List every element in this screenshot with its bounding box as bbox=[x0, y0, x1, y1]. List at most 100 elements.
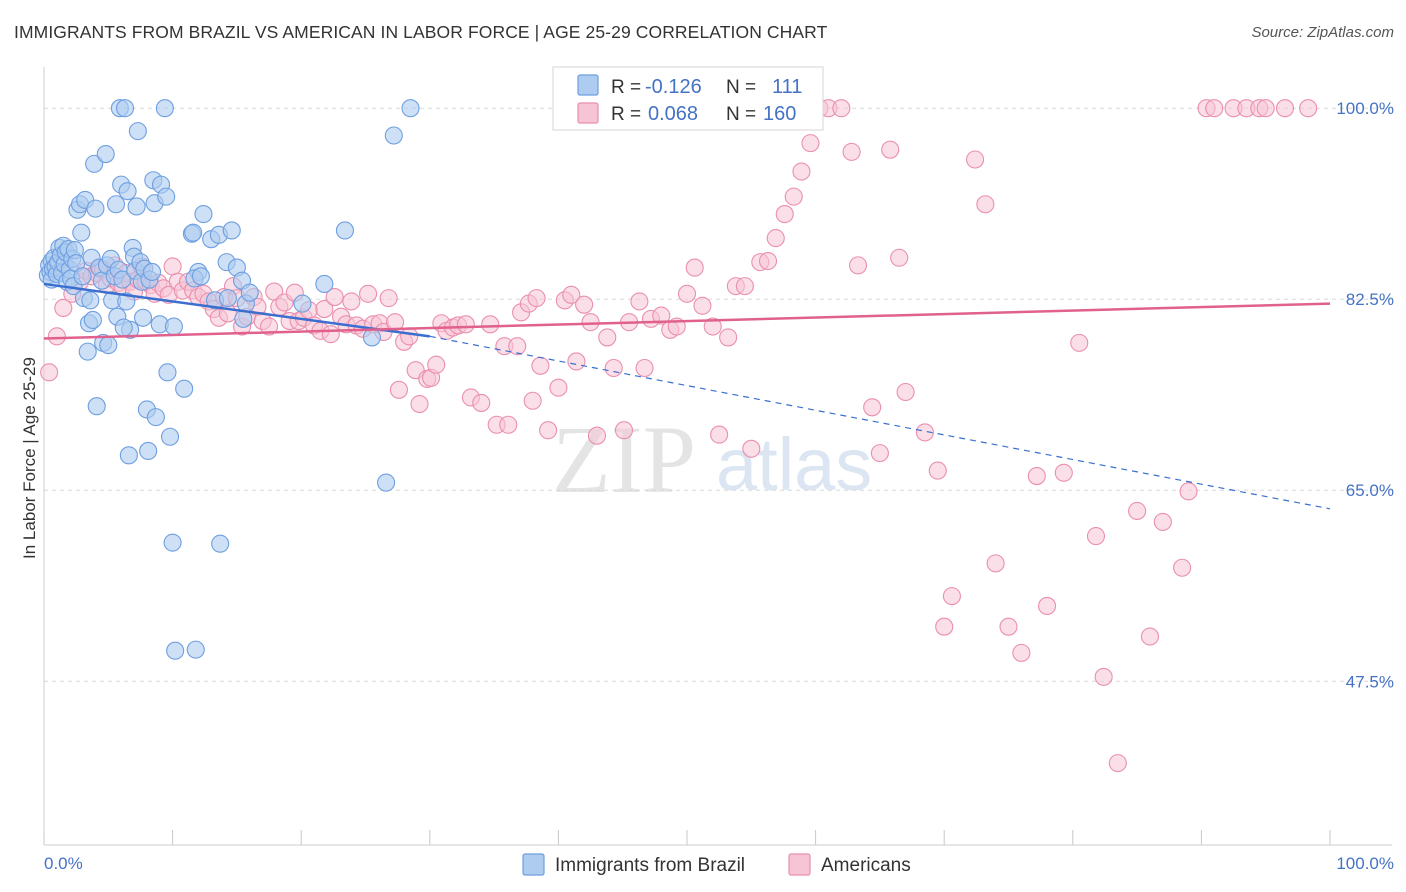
americans-point bbox=[342, 292, 361, 311]
brazil-point bbox=[315, 274, 334, 293]
brazil-point bbox=[127, 197, 146, 216]
legend-r-label-2: R = bbox=[611, 104, 641, 125]
brazil-point bbox=[240, 283, 259, 302]
americans-point bbox=[549, 378, 568, 397]
bottom-legend-label-americans: Americans bbox=[821, 855, 911, 876]
americans-point bbox=[1054, 463, 1073, 482]
americans-point bbox=[587, 426, 607, 445]
brazil-trend-line bbox=[43, 282, 430, 338]
americans-point bbox=[614, 421, 634, 440]
americans-point bbox=[742, 439, 761, 458]
brazil-point bbox=[96, 144, 115, 164]
legend-r-label-1: R = bbox=[611, 77, 641, 98]
americans-point bbox=[163, 257, 182, 276]
brazil-point bbox=[83, 310, 102, 330]
americans-point bbox=[1108, 754, 1127, 773]
legend-n-value-1: 111 bbox=[772, 76, 802, 98]
americans-point bbox=[567, 352, 586, 371]
watermark-atlas: atlas bbox=[716, 423, 872, 506]
americans-point bbox=[896, 382, 915, 402]
americans-point bbox=[47, 327, 66, 346]
gridlines bbox=[44, 107, 1392, 682]
y-axis-title: In Labor Force | Age 25-29 bbox=[20, 357, 39, 559]
americans-point bbox=[598, 328, 617, 347]
brazil-point bbox=[133, 308, 153, 327]
americans-point bbox=[890, 248, 909, 267]
chart-source: Source: ZipAtlas.com bbox=[1251, 24, 1394, 41]
y-tick-label-1: 82.5% bbox=[1346, 290, 1394, 309]
americans-point bbox=[321, 325, 340, 344]
americans-point bbox=[1205, 99, 1224, 118]
americans-point bbox=[539, 421, 558, 440]
americans-point bbox=[259, 317, 279, 336]
brazil-point bbox=[194, 205, 213, 224]
americans-point bbox=[40, 363, 59, 382]
brazil-point bbox=[218, 289, 237, 308]
brazil-point bbox=[158, 363, 177, 382]
americans-point bbox=[792, 162, 811, 181]
brazil-point bbox=[73, 267, 92, 286]
brazil-point bbox=[106, 195, 126, 214]
brazil-point bbox=[401, 99, 420, 118]
americans-point bbox=[703, 317, 722, 336]
legend-swatch-brazil bbox=[577, 74, 599, 96]
brazil-point bbox=[335, 221, 354, 240]
americans-point bbox=[1256, 99, 1275, 118]
brazil-point bbox=[362, 328, 381, 347]
americans-point bbox=[842, 142, 861, 161]
americans-point bbox=[630, 292, 649, 311]
brazil-point bbox=[117, 292, 136, 311]
americans-point bbox=[693, 296, 712, 315]
bottom-legend: Immigrants from Brazil Americans bbox=[522, 853, 911, 876]
americans-point bbox=[784, 187, 803, 206]
legend-n-label-1: N = bbox=[726, 77, 756, 98]
americans-point bbox=[935, 617, 954, 636]
americans-point bbox=[1012, 643, 1031, 662]
americans-point bbox=[604, 358, 623, 378]
brazil-point bbox=[164, 317, 183, 336]
y-tick-label-3: 47.5% bbox=[1346, 672, 1394, 691]
chart-title: IMMIGRANTS FROM BRAZIL VS AMERICAN IN LA… bbox=[14, 22, 828, 42]
americans-point bbox=[527, 289, 546, 308]
americans-point bbox=[581, 313, 600, 332]
americans-point bbox=[652, 306, 671, 325]
americans-point bbox=[410, 394, 429, 414]
americans-point bbox=[677, 284, 697, 303]
americans-point bbox=[575, 295, 594, 314]
brazil-point bbox=[113, 270, 132, 289]
bottom-legend-swatch-brazil bbox=[522, 853, 545, 876]
americans-point bbox=[915, 423, 934, 442]
americans-point bbox=[976, 195, 995, 214]
americans-point bbox=[54, 298, 73, 318]
brazil-point bbox=[85, 154, 104, 173]
brazil-point bbox=[139, 441, 158, 461]
brazil-point bbox=[186, 640, 205, 659]
americans-point bbox=[881, 140, 900, 159]
americans-point bbox=[523, 391, 542, 410]
americans-point bbox=[456, 315, 475, 334]
americans-point bbox=[1173, 558, 1192, 577]
brazil-point bbox=[118, 182, 137, 201]
trend-lines bbox=[43, 282, 1331, 510]
x-tick-label-left: 0.0% bbox=[44, 854, 83, 873]
americans-point bbox=[1070, 333, 1089, 352]
americans-point bbox=[1140, 627, 1160, 646]
americans-point bbox=[685, 258, 704, 277]
americans-point bbox=[928, 461, 947, 480]
legend-swatch-americans bbox=[577, 102, 599, 124]
bottom-legend-swatch-americans bbox=[788, 853, 811, 876]
americans-point bbox=[832, 99, 851, 118]
brazil-point bbox=[377, 473, 396, 492]
brazil-point bbox=[142, 262, 162, 281]
americans-point bbox=[870, 444, 889, 463]
brazil-point bbox=[211, 534, 230, 553]
brazil-point bbox=[146, 408, 165, 427]
americans-point bbox=[1086, 527, 1105, 546]
americans-point bbox=[531, 356, 550, 375]
top-legend: R = -0.126 N = 111 R = 0.068 N = 160 bbox=[552, 66, 824, 131]
legend-r-value-1: -0.126 bbox=[645, 76, 702, 98]
brazil-point bbox=[155, 99, 174, 118]
legend-r-value-2: 0.068 bbox=[648, 103, 698, 125]
y-tick-labels: 100.0% 82.5% 65.0% 47.5% bbox=[1336, 99, 1394, 691]
